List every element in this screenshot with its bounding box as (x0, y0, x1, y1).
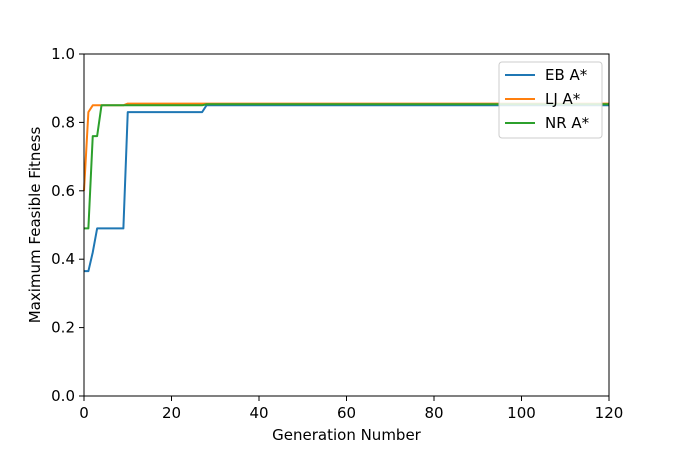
y-tick-label: 0.0 (51, 387, 75, 405)
x-tick-label: 20 (162, 404, 181, 422)
series-line-0 (84, 104, 609, 273)
x-tick-label: 60 (337, 404, 356, 422)
legend-label: EB A* (545, 66, 588, 84)
y-axis-label: Maximum Feasible Fitness (26, 127, 44, 324)
plot-lines (83, 102, 609, 273)
x-tick-label: 120 (595, 404, 624, 422)
x-tick-label: 0 (79, 404, 89, 422)
y-tick-label: 0.2 (51, 319, 75, 337)
x-axis-label: Generation Number (272, 426, 422, 444)
x-axis-ticks: 0 20 40 60 80 100 120 (79, 396, 623, 422)
y-tick-label: 0.4 (51, 250, 75, 268)
y-axis-ticks: 0.0 0.2 0.4 0.6 0.8 1.0 (51, 45, 84, 405)
x-tick-label: 80 (424, 404, 443, 422)
series-line-2 (84, 103, 609, 230)
y-tick-label: 0.8 (51, 113, 75, 131)
y-tick-label: 1.0 (51, 45, 75, 63)
x-tick-label: 100 (507, 404, 536, 422)
legend: EB A* LJ A* NR A* (498, 61, 603, 139)
legend-box (498, 61, 603, 139)
legend-label: LJ A* (545, 90, 581, 108)
y-tick-label: 0.6 (51, 182, 75, 200)
x-tick-label: 40 (249, 404, 268, 422)
legend-label: NR A* (545, 114, 590, 132)
